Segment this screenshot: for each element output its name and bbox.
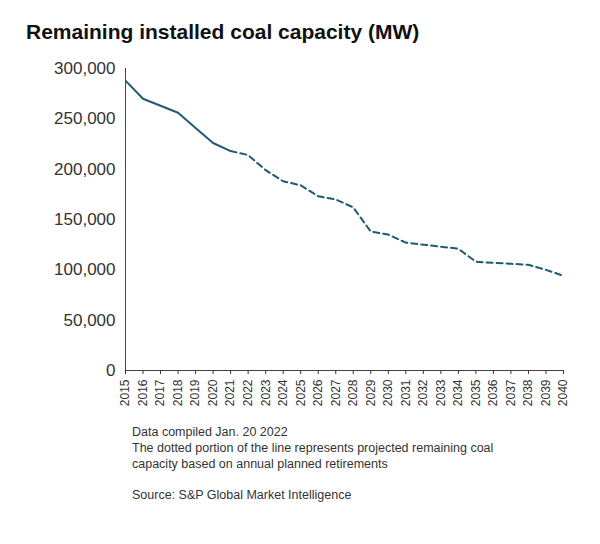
svg-text:2020: 2020 [206, 379, 220, 406]
svg-text:2019: 2019 [188, 379, 202, 406]
svg-text:2034: 2034 [451, 379, 465, 406]
svg-text:2031: 2031 [399, 379, 413, 406]
svg-text:200,000: 200,000 [54, 160, 115, 179]
svg-text:2021: 2021 [223, 379, 237, 406]
svg-text:250,000: 250,000 [54, 109, 115, 128]
svg-text:2036: 2036 [486, 379, 500, 406]
svg-text:2038: 2038 [521, 379, 535, 406]
svg-text:2018: 2018 [171, 379, 185, 406]
svg-text:2027: 2027 [329, 379, 343, 406]
svg-text:2028: 2028 [346, 379, 360, 406]
svg-text:150,000: 150,000 [54, 210, 115, 229]
svg-text:300,000: 300,000 [54, 59, 115, 78]
svg-text:2029: 2029 [364, 379, 378, 406]
svg-text:2022: 2022 [241, 379, 255, 406]
svg-text:2037: 2037 [504, 379, 518, 406]
svg-text:2024: 2024 [276, 379, 290, 406]
html-text:The dotted portion of the line: The dotted portion of the line represent… [132, 441, 494, 471]
svg-text:50,000: 50,000 [64, 311, 116, 330]
svg-text:2016: 2016 [136, 379, 150, 406]
svg-text:2040: 2040 [556, 379, 570, 406]
svg-text:0: 0 [106, 361, 115, 380]
svg-text:2026: 2026 [311, 379, 325, 406]
svg-text:2039: 2039 [539, 379, 553, 406]
svg-text:2035: 2035 [469, 379, 483, 406]
svg-text:2032: 2032 [416, 379, 430, 406]
svg-text:2030: 2030 [381, 379, 395, 406]
svg-text:2015: 2015 [118, 379, 132, 406]
html-text:Remaining installed coal capac: Remaining installed coal capacity (MW) [26, 20, 420, 43]
html-text:Data compiled Jan. 20 2022: Data compiled Jan. 20 2022 [132, 425, 288, 439]
svg-text:100,000: 100,000 [54, 260, 115, 279]
svg-text:2017: 2017 [153, 379, 167, 406]
svg-text:2025: 2025 [294, 379, 308, 406]
svg-text:2023: 2023 [259, 379, 273, 406]
svg-text:2033: 2033 [434, 379, 448, 406]
html-text:Source: S&P Global Market Inte: Source: S&P Global Market Intelligence [132, 488, 352, 502]
